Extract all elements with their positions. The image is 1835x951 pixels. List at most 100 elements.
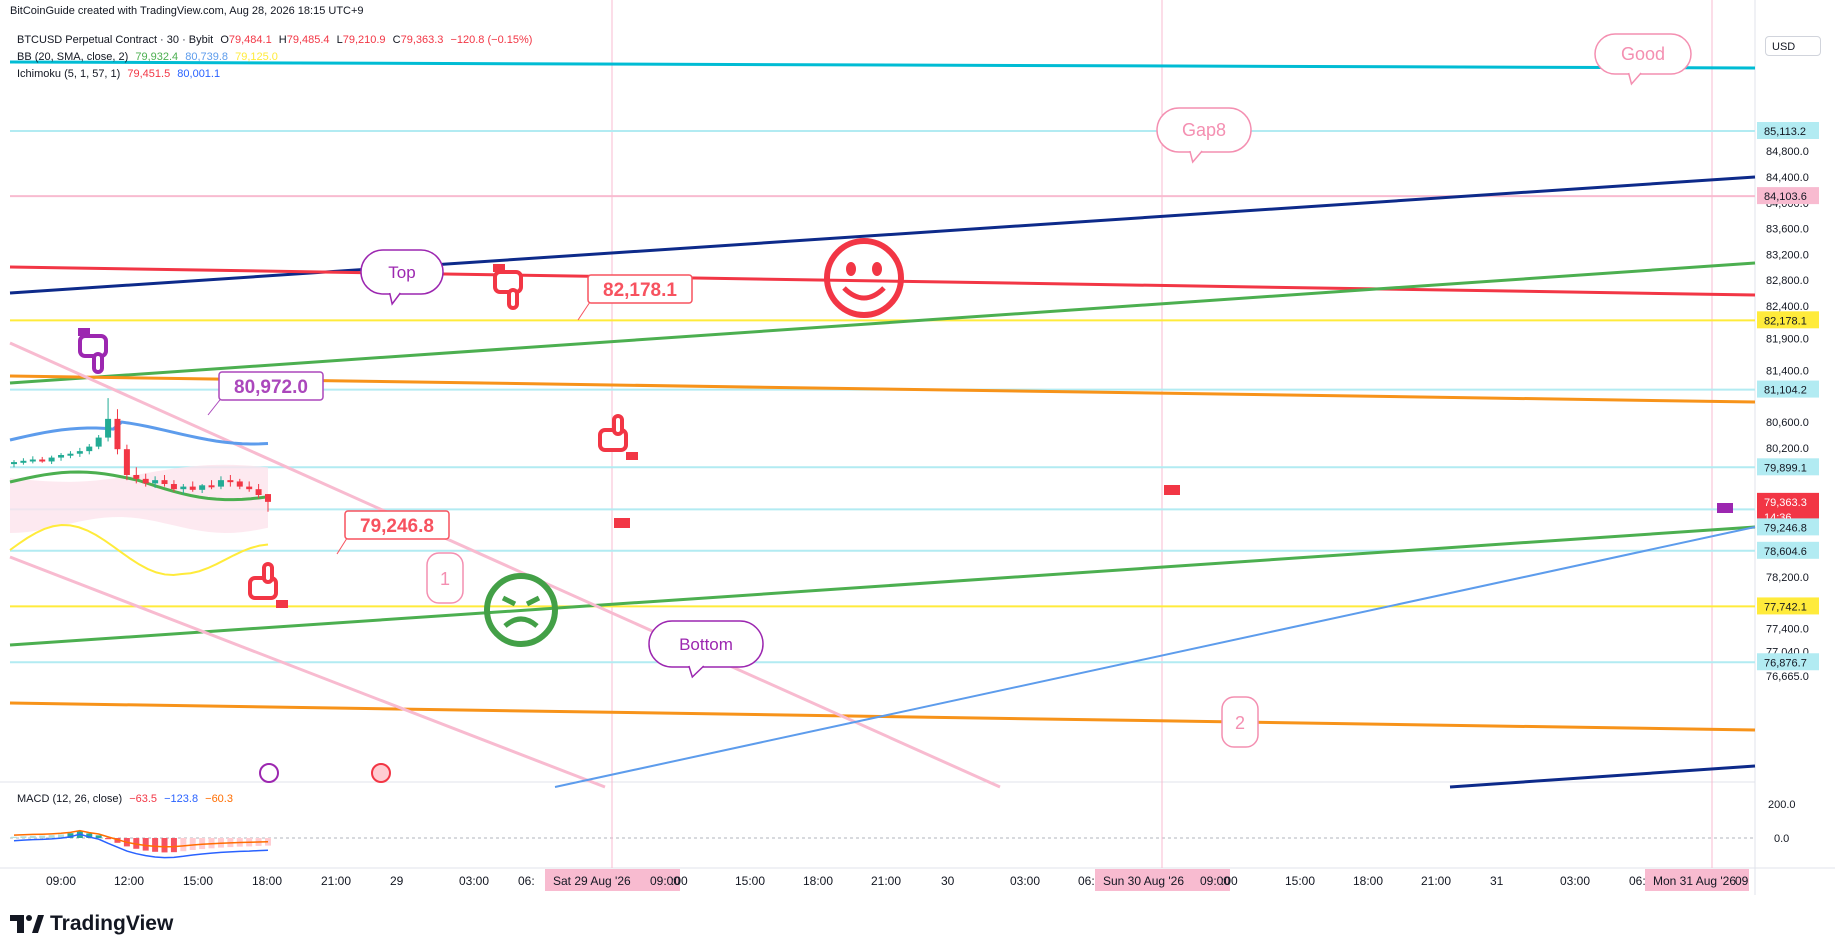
candle-body <box>39 459 46 462</box>
macd-bar <box>58 834 65 838</box>
marker-1: 1 <box>426 552 464 604</box>
price-badge-text: 79,363.3 <box>1764 497 1807 509</box>
time-tick: 18:00 <box>1353 874 1383 888</box>
bb-value-1: 79,932.4 <box>135 51 179 63</box>
time-highlight <box>1095 869 1230 891</box>
label-79246-text: 79,246.8 <box>360 516 434 537</box>
macd-line <box>13 833 269 859</box>
green-lower-line <box>9 525 1756 647</box>
price-badge <box>1757 311 1819 329</box>
marker-1-text: 1 <box>440 569 450 589</box>
time-highlight <box>545 869 680 891</box>
label-79246-box <box>344 510 450 540</box>
time-tick: 06: <box>518 874 535 888</box>
price-badge <box>1757 492 1819 510</box>
candle-body <box>123 449 130 475</box>
time-tick: 12:00 <box>114 874 144 888</box>
tradingview-logo[interactable]: TradingView <box>10 912 173 936</box>
top-callout-bubble <box>360 249 444 295</box>
time-tick: 06: <box>1629 874 1646 888</box>
time-tick: 09 <box>1735 874 1749 888</box>
bb-upper-band <box>9 420 269 446</box>
macd-bar <box>199 838 206 850</box>
candle-body <box>58 454 65 458</box>
happy-face-icon-mouth <box>842 286 886 301</box>
sad-face-icon-brow <box>525 595 541 607</box>
time-highlight-label: Sat 29 Aug '26 <box>553 874 631 888</box>
good-callout-tail <box>1627 72 1642 86</box>
bottom-callout-bubble <box>648 620 764 668</box>
candle-body <box>86 446 93 452</box>
price-badge-text: 84,103.6 <box>1764 191 1807 203</box>
macd-bar <box>170 838 177 853</box>
gap8-callout-tail <box>1189 150 1203 164</box>
bottom-callout: Bottom <box>648 620 764 679</box>
ichimoku-cloud <box>10 464 268 533</box>
change-value: −120.8 (−0.15%) <box>450 34 533 46</box>
macd-bar <box>142 838 149 851</box>
candle-body <box>208 485 215 488</box>
candle-body <box>67 453 74 456</box>
price-badge <box>1757 121 1819 139</box>
label-82178-text: 82,178.1 <box>603 280 677 301</box>
hand-pointer-purple-icon-finger <box>92 352 104 374</box>
happy-face-icon-outline <box>824 238 904 318</box>
bb-middle-band <box>9 470 269 502</box>
price-badge-text: 78,604.6 <box>1764 546 1807 558</box>
label-79246: 79,246.8 <box>336 510 450 555</box>
macd-bar <box>48 835 55 838</box>
bb-name: BB (20, SMA, close, 2) <box>17 51 129 63</box>
macd-bar <box>105 838 112 840</box>
gap8-callout: Gap8 <box>1156 107 1252 164</box>
candle-body <box>20 460 27 463</box>
good-callout: Good <box>1594 33 1692 86</box>
time-tick: 09:00 <box>1200 874 1230 888</box>
time-tick: 03:00 <box>459 874 489 888</box>
price-badge <box>1757 541 1819 559</box>
bb-legend[interactable]: BB (20, SMA, close, 2) 79,932.4 80,739.8… <box>17 51 282 63</box>
candle-body <box>105 418 112 438</box>
hand-pointer-purple-icon-palm <box>78 334 108 358</box>
bb-value-3: 79,125.0 <box>235 51 278 63</box>
candle-body <box>95 437 102 447</box>
green-upper-line <box>9 261 1756 385</box>
hand-pointer-red-mid-icon <box>598 414 638 460</box>
marker-1-box <box>426 552 464 604</box>
hand-pointer-purple-icon-cuff <box>78 328 90 336</box>
us-flag-event-icon <box>371 763 391 783</box>
price-badge-text: 79,246.8 <box>1764 522 1807 534</box>
good-callout-bubble <box>1594 33 1692 75</box>
time-tick: 15:00 <box>183 874 213 888</box>
candle-body <box>255 489 262 495</box>
candle-body <box>170 484 177 490</box>
top-callout: Top <box>360 249 444 306</box>
ichimoku-legend[interactable]: Ichimoku (5, 1, 57, 1) 79,451.5 80,001.1 <box>17 68 224 80</box>
hand-pointer-red-low-icon <box>248 562 288 608</box>
candle-body <box>48 457 55 462</box>
time-tick: :00 <box>671 874 688 888</box>
macd-bar <box>95 835 102 838</box>
macd-legend[interactable]: MACD (12, 26, close) −63.5 −123.8 −60.3 <box>17 793 237 805</box>
macd-bar <box>67 833 74 838</box>
price-tick: 84,400.0 <box>1766 172 1809 184</box>
candle-body <box>199 485 206 490</box>
price-tick: 80,200.0 <box>1766 443 1809 455</box>
candle-body <box>152 480 159 484</box>
candle-body <box>133 474 140 479</box>
label-82178: 82,178.1 <box>577 274 693 321</box>
price-badge-text: 76,876.7 <box>1764 657 1807 669</box>
macd-bar <box>152 838 159 852</box>
macd-bar <box>29 835 36 838</box>
gap8-callout-bubble <box>1156 107 1252 153</box>
time-tick: 31 <box>1490 874 1504 888</box>
price-badge <box>1757 653 1819 671</box>
hand-pointer-red-top-icon-finger <box>507 288 519 310</box>
macd-bar <box>11 836 17 838</box>
macd-value-3: −60.3 <box>205 793 233 805</box>
candle-body <box>236 481 243 487</box>
pink-upper-line <box>9 341 1001 789</box>
currency-button[interactable]: USD <box>1765 36 1821 56</box>
price-tick: 83,600.0 <box>1766 224 1809 236</box>
hand-pointer-red-top-icon <box>493 264 523 310</box>
